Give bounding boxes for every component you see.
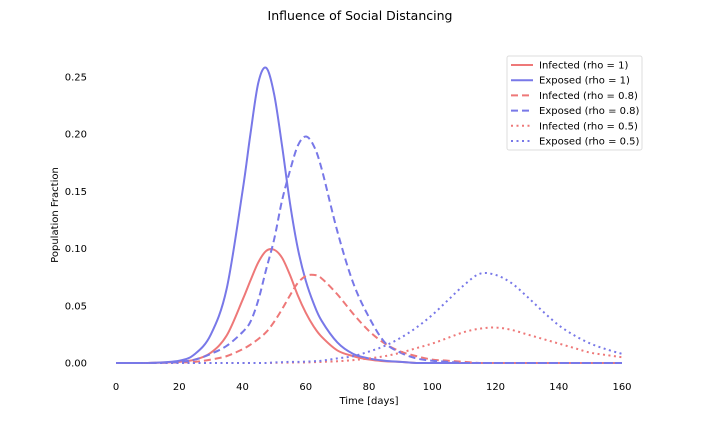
y-tick-label: 0.25: [65, 73, 87, 84]
x-tick-label: 80: [363, 382, 376, 393]
y-tick-label: 0.00: [65, 359, 87, 370]
x-tick-label: 120: [486, 382, 505, 393]
legend-label: Exposed (rho = 0.8): [539, 106, 640, 117]
y-axis-label: Population Fraction: [50, 167, 61, 263]
x-tick-label: 0: [113, 382, 119, 393]
legend: Infected (rho = 1) Exposed (rho = 1) Infec…: [506, 55, 643, 151]
legend-box: [506, 55, 643, 151]
series-line-4: [115, 326, 623, 365]
series-line-0: [115, 248, 622, 365]
chart-title: Influence of Social Distancing: [268, 8, 453, 23]
y-axis-ticks: 0.00 0.05 0.10 0.15 0.20 0.25: [65, 73, 87, 370]
series-lines: [115, 66, 623, 365]
legend-label: Infected (rho = 0.5): [539, 121, 638, 132]
x-tick-label: 20: [173, 382, 186, 393]
legend-label: Exposed (rho = 0.5): [539, 137, 640, 148]
x-axis-label: Time [days]: [338, 396, 398, 407]
series-line-2: [115, 273, 622, 365]
x-tick-label: 40: [236, 382, 249, 393]
x-tick-label: 100: [423, 382, 442, 393]
y-tick-label: 0.05: [65, 301, 87, 312]
series-line-3: [115, 135, 622, 365]
y-tick-label: 0.15: [65, 187, 87, 198]
x-tick-label: 160: [612, 382, 631, 393]
y-tick-label: 0.10: [65, 244, 87, 255]
series-line-1: [115, 66, 622, 365]
x-axis-ticks: 0 20 40 60 80 100 120 140 160: [113, 382, 632, 393]
legend-label: Infected (rho = 0.8): [539, 91, 638, 102]
series-line-5: [115, 271, 623, 365]
legend-label: Infected (rho = 1): [539, 61, 628, 72]
legend-label: Exposed (rho = 1): [539, 76, 630, 87]
y-tick-label: 0.20: [65, 130, 87, 141]
x-tick-label: 60: [299, 382, 312, 393]
x-tick-label: 140: [549, 382, 568, 393]
